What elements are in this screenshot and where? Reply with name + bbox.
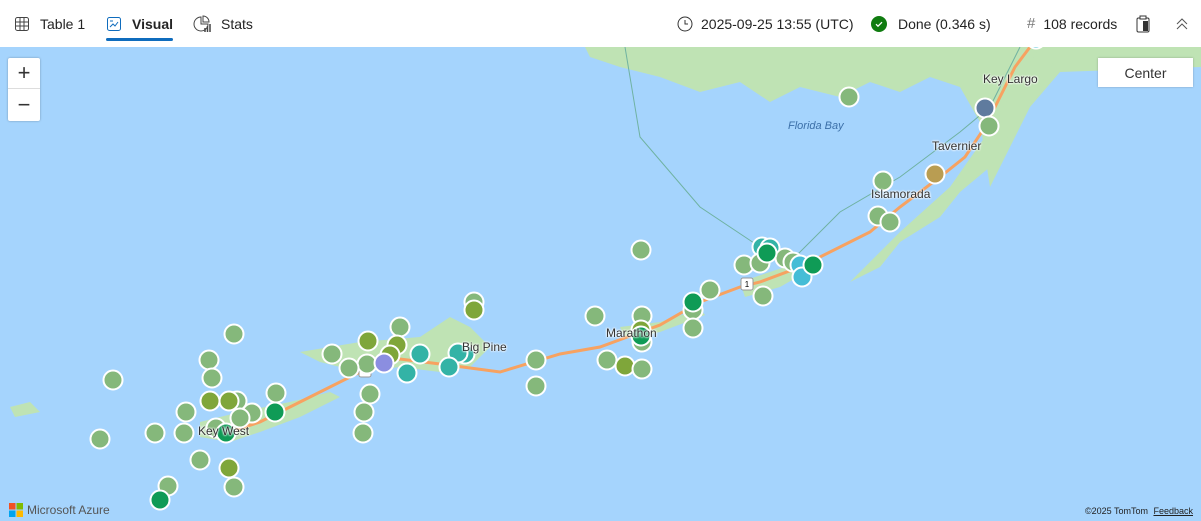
route-shield: 1 — [740, 277, 754, 291]
map-view[interactable]: 15 Key Largo Florida Bay Tavernier Islamora… — [0, 47, 1201, 521]
land — [10, 47, 1201, 442]
map-marker[interactable] — [438, 356, 460, 378]
hash-icon: # — [1027, 15, 1036, 32]
copy-button[interactable] — [1135, 0, 1151, 47]
map-marker[interactable] — [102, 369, 124, 391]
clock-icon — [677, 16, 693, 31]
feedback-link[interactable]: Feedback — [1153, 506, 1193, 516]
tab-stats[interactable]: Stats — [193, 0, 253, 47]
map-marker[interactable] — [682, 317, 704, 339]
map-marker[interactable] — [218, 457, 240, 479]
zoom-control: + − — [8, 58, 40, 121]
stats-icon — [193, 14, 211, 32]
map-marker[interactable] — [631, 358, 653, 380]
map-marker[interactable] — [409, 343, 431, 365]
map-marker[interactable] — [630, 325, 652, 347]
map-marker[interactable] — [223, 323, 245, 345]
visual-icon — [107, 16, 121, 31]
place-label-key-largo: Key Largo — [983, 72, 1038, 86]
map-marker[interactable] — [264, 401, 286, 423]
map-marker[interactable] — [756, 242, 778, 264]
map-marker[interactable] — [373, 352, 395, 374]
map-marker[interactable] — [189, 449, 211, 471]
map-marker[interactable] — [198, 349, 220, 371]
map-marker[interactable] — [201, 367, 223, 389]
map-marker[interactable] — [396, 362, 418, 384]
map-marker[interactable] — [199, 390, 221, 412]
map-marker[interactable] — [215, 422, 237, 444]
collapse-button[interactable] — [1175, 0, 1189, 47]
map-marker[interactable] — [144, 422, 166, 444]
center-button[interactable]: Center — [1098, 58, 1193, 87]
map-marker[interactable] — [699, 279, 721, 301]
check-circle-icon — [871, 15, 887, 32]
map-canvas[interactable]: 15 — [0, 47, 1201, 521]
place-label-marathon: Marathon — [606, 326, 657, 340]
map-marker[interactable] — [752, 285, 774, 307]
map-marker[interactable] — [978, 115, 1000, 137]
zoom-in-button[interactable]: + — [8, 58, 40, 89]
tab-label: Visual — [132, 15, 173, 32]
map-marker[interactable] — [463, 299, 485, 321]
place-label-florida-bay: Florida Bay — [788, 120, 844, 132]
map-marker[interactable] — [838, 86, 860, 108]
map-marker[interactable] — [802, 254, 824, 276]
record-count: # 108 records — [1027, 15, 1118, 32]
map-marker[interactable] — [223, 476, 245, 498]
map-marker[interactable] — [321, 343, 343, 365]
map-marker[interactable] — [596, 349, 618, 371]
boundary-lines — [624, 47, 1021, 263]
map-marker[interactable] — [924, 163, 946, 185]
map-marker[interactable] — [879, 211, 901, 233]
place-label-key-west: Key West — [198, 424, 250, 438]
map-marker[interactable] — [229, 407, 251, 429]
query-status: Done (0.346 s) — [871, 0, 991, 47]
microsoft-azure-logo: Microsoft Azure — [9, 503, 110, 517]
tab-label: Stats — [221, 15, 253, 32]
highway-us1 — [219, 47, 1032, 437]
place-label-big-pine: Big Pine — [462, 340, 507, 354]
map-marker[interactable] — [525, 375, 547, 397]
map-marker[interactable] — [584, 305, 606, 327]
map-marker[interactable] — [525, 349, 547, 371]
map-marker[interactable] — [1027, 47, 1046, 50]
tab-label: Table 1 — [40, 15, 86, 32]
chevron-double-up-icon — [1176, 17, 1188, 29]
place-label-tavernier: Tavernier — [932, 139, 982, 153]
zoom-out-button[interactable]: − — [17, 91, 31, 117]
map-marker[interactable] — [614, 355, 636, 377]
microsoft-logo-icon — [9, 503, 23, 517]
table-icon — [15, 16, 29, 31]
svg-text:1: 1 — [745, 280, 750, 289]
tab-visual[interactable]: Visual — [106, 0, 173, 47]
map-marker[interactable] — [359, 383, 381, 405]
map-marker[interactable] — [218, 390, 240, 412]
attribution: ©2025 TomTom Feedback — [1084, 506, 1193, 516]
map-marker[interactable] — [682, 291, 704, 313]
map-marker[interactable] — [265, 382, 287, 404]
map-marker[interactable] — [352, 422, 374, 444]
place-label-islamorada: Islamorada — [871, 187, 931, 201]
map-marker[interactable] — [89, 428, 111, 450]
clipboard-icon — [1136, 15, 1150, 32]
map-marker[interactable] — [872, 170, 894, 192]
tab-table-1[interactable]: Table 1 — [14, 0, 85, 47]
timestamp: 2025-09-25 13:55 (UTC) — [677, 0, 854, 47]
map-marker[interactable] — [974, 97, 996, 119]
toolbar: Table 1 Visual Stats 2025-09-25 13:55 (U… — [0, 0, 1201, 47]
map-marker[interactable] — [389, 316, 411, 338]
map-marker[interactable] — [338, 357, 360, 379]
map-marker[interactable] — [173, 422, 195, 444]
map-marker[interactable] — [353, 401, 375, 423]
map-marker[interactable] — [175, 401, 197, 423]
map-marker[interactable] — [149, 489, 171, 511]
map-marker[interactable] — [630, 239, 652, 261]
map-marker[interactable] — [357, 330, 379, 352]
